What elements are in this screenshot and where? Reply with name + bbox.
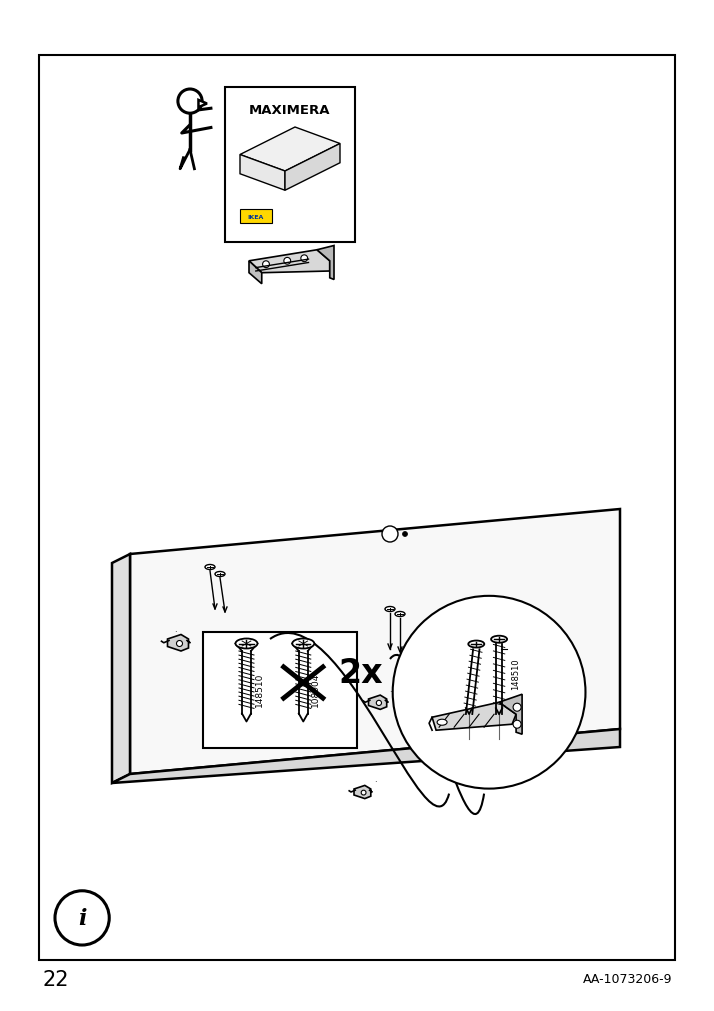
Ellipse shape [468, 641, 484, 648]
Text: AA-1073206-9: AA-1073206-9 [583, 973, 672, 986]
Circle shape [361, 791, 366, 796]
Bar [203, 632, 357, 748]
Text: 22: 22 [42, 969, 69, 989]
Polygon shape [112, 729, 620, 784]
Ellipse shape [205, 565, 215, 570]
Circle shape [376, 701, 381, 706]
Ellipse shape [215, 572, 225, 577]
Text: .: . [388, 684, 391, 694]
Polygon shape [168, 635, 188, 651]
Polygon shape [240, 156, 285, 191]
Circle shape [403, 532, 408, 537]
Circle shape [176, 641, 183, 647]
Polygon shape [499, 695, 522, 735]
Text: 148510: 148510 [254, 671, 263, 706]
Ellipse shape [437, 720, 447, 726]
Ellipse shape [236, 639, 258, 649]
Ellipse shape [292, 639, 314, 649]
Polygon shape [249, 262, 262, 284]
Bar [39, 56, 675, 960]
Ellipse shape [491, 636, 507, 643]
Text: i: i [78, 907, 86, 929]
Circle shape [284, 258, 291, 265]
Text: 2x: 2x [338, 656, 383, 690]
Text: MAXIMERA: MAXIMERA [249, 103, 331, 116]
Circle shape [301, 256, 308, 263]
Circle shape [263, 262, 269, 268]
Circle shape [513, 721, 521, 729]
Circle shape [393, 596, 585, 789]
Circle shape [513, 704, 521, 712]
Polygon shape [112, 554, 130, 784]
Circle shape [382, 527, 398, 543]
Polygon shape [285, 145, 340, 191]
Polygon shape [368, 696, 387, 710]
Ellipse shape [385, 607, 395, 612]
Polygon shape [354, 786, 371, 799]
Bar [225, 88, 355, 243]
Polygon shape [240, 127, 340, 172]
Text: .: . [174, 625, 176, 634]
Text: IKEA: IKEA [248, 214, 264, 219]
Circle shape [178, 90, 202, 114]
Text: 148510: 148510 [511, 657, 520, 690]
Polygon shape [249, 251, 330, 273]
Ellipse shape [395, 612, 405, 617]
Polygon shape [317, 247, 334, 280]
Polygon shape [198, 101, 207, 108]
Text: .: . [373, 774, 376, 784]
Bar [240, 210, 272, 223]
Polygon shape [130, 510, 620, 774]
Polygon shape [432, 703, 516, 731]
Text: 108904: 108904 [311, 671, 321, 706]
